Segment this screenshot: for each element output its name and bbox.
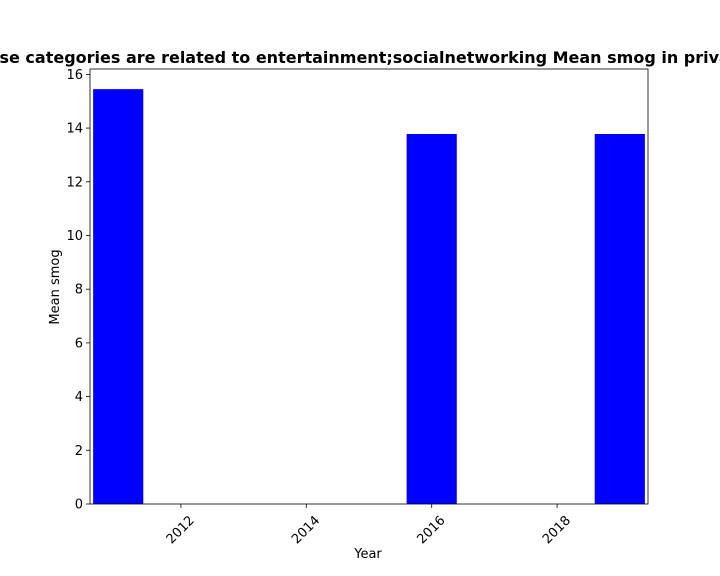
- y-axis-label: Mean smog: [48, 249, 63, 324]
- x-tick-label: 2016: [415, 513, 449, 547]
- y-tick-label: 8: [75, 283, 83, 298]
- y-tick-label: 10: [66, 229, 83, 244]
- chart-title: Apps whose categories are related to ent…: [0, 48, 720, 67]
- y-tick-label: 0: [75, 498, 83, 513]
- x-axis-label: Year: [353, 547, 382, 562]
- y-tick-label: 16: [66, 68, 83, 83]
- y-axis-ticks: 0 2 4 6 8 10 12 14 16: [66, 68, 90, 513]
- bars-group: [93, 89, 645, 504]
- x-axis-ticks: 2012 2014 2016 2018: [164, 504, 574, 547]
- y-tick-label: 2: [75, 444, 83, 459]
- x-tick-label: 2012: [164, 513, 198, 547]
- x-tick-label: 2018: [540, 513, 574, 547]
- bar-2016: [406, 133, 457, 504]
- y-tick-label: 6: [75, 336, 83, 351]
- x-tick-label: 2014: [289, 513, 323, 547]
- plot-area-frame: [89, 68, 649, 505]
- bar-2019: [594, 133, 645, 504]
- bar-2011: [93, 89, 144, 504]
- y-tick-label: 4: [75, 390, 83, 405]
- y-tick-label: 12: [66, 175, 83, 190]
- y-tick-label: 14: [66, 122, 83, 137]
